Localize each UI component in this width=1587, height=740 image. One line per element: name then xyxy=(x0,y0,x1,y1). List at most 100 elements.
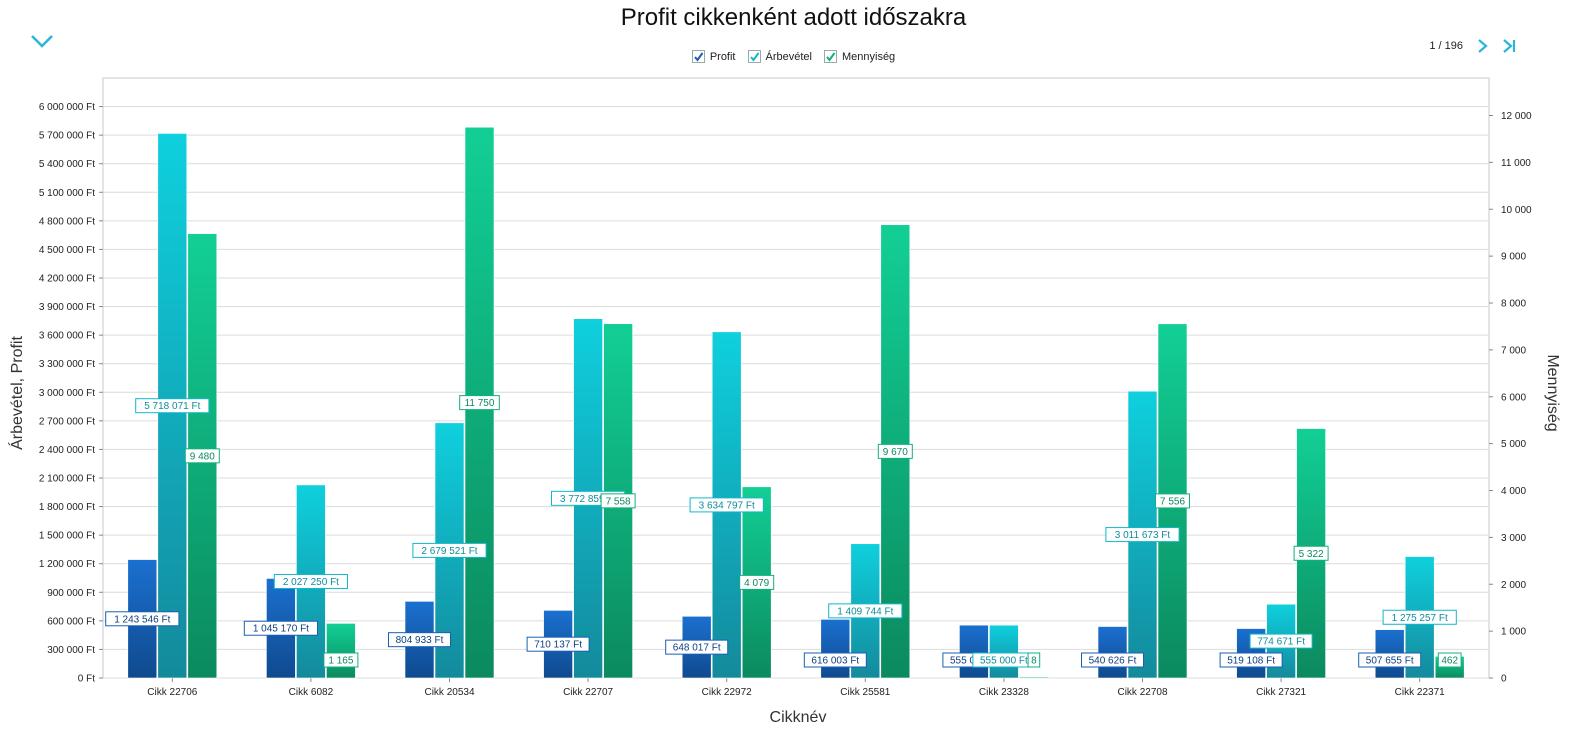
y2-tick-label: 0 xyxy=(1501,674,1507,685)
data-label: 5 718 071 Ft xyxy=(135,398,210,414)
y2-tick-label: 12 000 xyxy=(1501,111,1532,122)
data-label: 804 933 Ft xyxy=(388,632,451,648)
legend-item-profit[interactable]: Profit xyxy=(691,50,736,63)
data-label: 462 xyxy=(1437,652,1462,668)
data-label: 9 670 xyxy=(877,443,913,459)
data-label-text: 648 017 Ft xyxy=(673,643,721,654)
checkbox-checked-icon[interactable] xyxy=(747,50,761,63)
y-tick-label: 4 800 000 Ft xyxy=(39,216,95,227)
data-label-box xyxy=(388,632,451,648)
y-tick-label: 6 000 000 Ft xyxy=(39,102,95,113)
data-label-text: 507 655 Ft xyxy=(1366,656,1414,667)
data-label-box xyxy=(828,603,903,619)
data-label-text: 3 011 673 Ft xyxy=(1115,530,1171,541)
x-tick-label: Cikk 6082 xyxy=(289,687,334,698)
chart-title: Profit cikkenként adott időszakra xyxy=(620,4,967,31)
data-label: 1 165 xyxy=(323,652,359,668)
bar-arbevetel[interactable] xyxy=(989,624,1019,679)
data-label: 9 480 xyxy=(184,448,220,464)
last-page-button[interactable] xyxy=(1501,38,1517,54)
bar-mennyiseg[interactable] xyxy=(326,623,356,679)
data-label-box xyxy=(600,493,636,509)
data-label-box xyxy=(689,497,764,513)
data-label-text: 7 558 xyxy=(606,496,631,507)
x-tick-label: Cikk 22706 xyxy=(147,687,197,698)
data-label-text: 1 243 546 Ft xyxy=(114,614,170,625)
bar-profit[interactable] xyxy=(959,624,989,679)
legend-label: Profit xyxy=(709,50,736,63)
data-label-text: 3 772 859 Ft xyxy=(560,494,616,505)
y-tick-label: 1 200 000 Ft xyxy=(39,559,95,570)
y2-tick-label: 6 000 xyxy=(1501,392,1526,403)
data-label-text: 616 003 Ft xyxy=(811,656,859,667)
y-axis-title: Árbevétel, Profit xyxy=(7,336,26,450)
data-label-text: 1 045 170 Ft xyxy=(253,624,309,635)
y-tick-label: 300 000 Ft xyxy=(47,645,95,656)
y-tick-label: 4 200 000 Ft xyxy=(39,274,95,285)
bar-mennyiseg[interactable] xyxy=(1019,676,1049,679)
y-tick-label: 900 000 Ft xyxy=(47,588,95,599)
data-label-box xyxy=(1293,545,1329,561)
y-tick-label: 5 400 000 Ft xyxy=(39,159,95,170)
data-label-box xyxy=(184,448,220,464)
data-label-box xyxy=(803,652,867,668)
bar-profit[interactable] xyxy=(1097,626,1128,679)
y2-tick-label: 2 000 xyxy=(1501,580,1526,591)
next-page-button[interactable] xyxy=(1475,38,1489,54)
data-label-text: 2 679 521 Ft xyxy=(421,546,477,557)
y-tick-label: 1 500 000 Ft xyxy=(39,531,95,542)
data-label-text: 7 556 xyxy=(1160,496,1185,507)
x-tick-label: Cikk 23328 xyxy=(979,687,1029,698)
y-tick-label: 4 500 000 Ft xyxy=(39,245,95,256)
data-label-text: 3 634 797 Ft xyxy=(699,500,755,511)
legend-item-arbevetel[interactable]: Árbevétel xyxy=(747,50,812,63)
y-tick-label: 2 700 000 Ft xyxy=(39,416,95,427)
page-indicator: 1 / 196 xyxy=(1429,40,1463,52)
data-label: 5 322 xyxy=(1293,545,1329,561)
data-label-text: 555 000 Ft xyxy=(980,656,1028,667)
data-label-text: 1 165 xyxy=(328,656,353,667)
checkbox-checked-icon[interactable] xyxy=(691,50,705,63)
data-label-box xyxy=(1219,652,1283,668)
bar-profit[interactable] xyxy=(820,619,851,679)
data-label: 616 003 Ft xyxy=(803,652,867,668)
y-tick-label: 1 800 000 Ft xyxy=(39,502,95,513)
y-tick-label: 2 100 000 Ft xyxy=(39,474,95,485)
data-label-box xyxy=(1249,633,1313,649)
legend-label: Mennyiség xyxy=(841,50,896,63)
checkbox-checked-icon[interactable] xyxy=(823,50,837,63)
data-label-box xyxy=(273,573,348,589)
data-label-box xyxy=(412,542,487,558)
data-label-text: 9 480 xyxy=(190,451,215,462)
data-label-text: 1 409 744 Ft xyxy=(837,606,893,617)
y2-tick-label: 10 000 xyxy=(1501,205,1532,216)
chevron-down-icon xyxy=(31,35,53,48)
data-label-box xyxy=(526,636,590,652)
axes: Árbevétel, Profit Mennyiség Cikknév 0 Ft… xyxy=(7,102,1561,726)
legend: Profit Árbevétel Mennyiség xyxy=(0,50,1587,63)
data-label-box xyxy=(739,574,775,590)
data-label-box xyxy=(135,398,210,414)
data-label: 2 679 521 Ft xyxy=(412,542,487,558)
data-label-text: 804 933 Ft xyxy=(396,635,444,646)
data-label: 774 671 Ft xyxy=(1249,633,1313,649)
y-tick-label: 3 600 000 Ft xyxy=(39,331,95,342)
data-label: 1 243 546 Ft xyxy=(105,611,180,627)
legend-item-mennyiseg[interactable]: Mennyiség xyxy=(823,50,896,63)
y2-tick-label: 11 000 xyxy=(1501,158,1531,169)
data-label-text: 8 xyxy=(1031,656,1037,667)
chevron-right-icon xyxy=(1478,39,1488,53)
collapse-button[interactable] xyxy=(28,30,56,52)
data-label: 7 558 xyxy=(600,493,636,509)
data-label: 11 750 xyxy=(459,395,500,411)
y-tick-label: 2 400 000 Ft xyxy=(39,445,95,456)
data-label: 555 000 Ft xyxy=(972,652,1036,668)
data-label-box xyxy=(1027,652,1041,668)
y-tick-label: 5 100 000 Ft xyxy=(39,188,95,199)
data-label-text: 4 079 xyxy=(744,578,769,589)
data-label-box xyxy=(1382,609,1457,625)
data-label: 507 655 Ft xyxy=(1358,652,1422,668)
data-label: 7 556 xyxy=(1155,493,1190,509)
data-label: 3 011 673 Ft xyxy=(1105,527,1180,543)
